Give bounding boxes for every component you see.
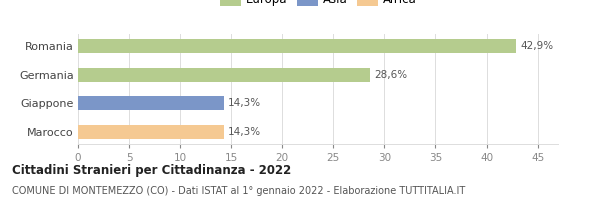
Text: 14,3%: 14,3% bbox=[228, 98, 261, 108]
Bar bbox=[78, 125, 224, 139]
Text: 14,3%: 14,3% bbox=[228, 127, 261, 137]
Legend: Europa, Asia, Africa: Europa, Asia, Africa bbox=[217, 0, 419, 8]
Text: 28,6%: 28,6% bbox=[374, 70, 407, 80]
Bar bbox=[78, 96, 224, 110]
Text: Cittadini Stranieri per Cittadinanza - 2022: Cittadini Stranieri per Cittadinanza - 2… bbox=[12, 164, 291, 177]
Bar bbox=[78, 39, 516, 53]
Text: COMUNE DI MONTEMEZZO (CO) - Dati ISTAT al 1° gennaio 2022 - Elaborazione TUTTITA: COMUNE DI MONTEMEZZO (CO) - Dati ISTAT a… bbox=[12, 186, 465, 196]
Bar bbox=[78, 68, 370, 82]
Text: 42,9%: 42,9% bbox=[520, 41, 553, 51]
